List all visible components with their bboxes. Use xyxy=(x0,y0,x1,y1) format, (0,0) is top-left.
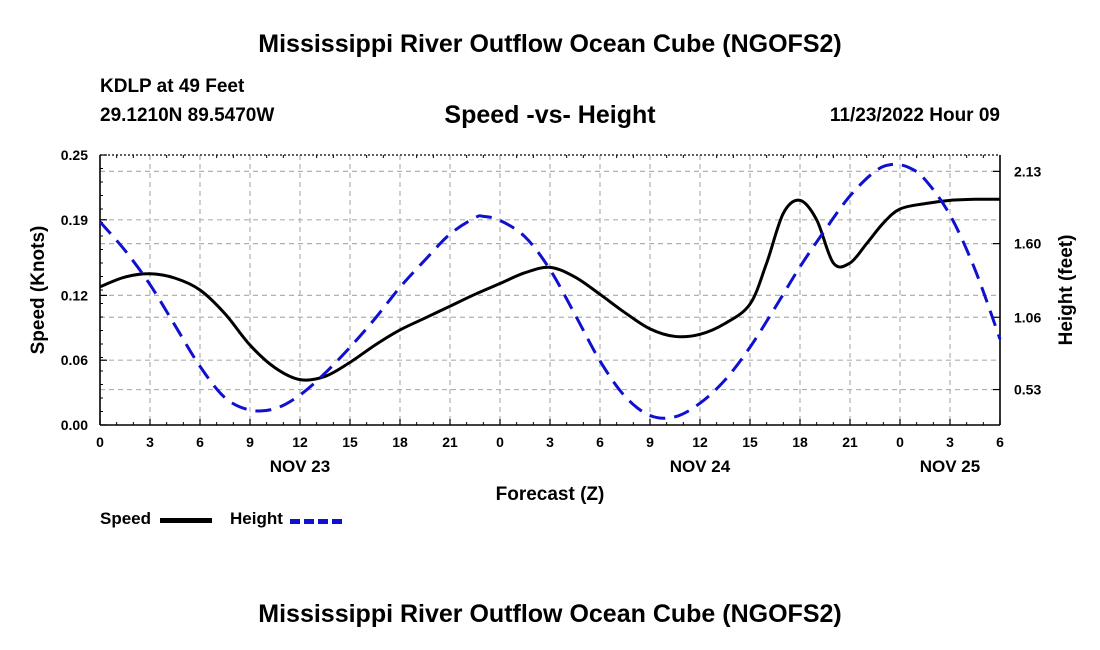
station-label: KDLP at 49 Feet xyxy=(100,76,245,97)
x-tick-label: 0 xyxy=(96,434,104,450)
x-tick-label: 3 xyxy=(146,434,154,450)
y-tick-label: 0.12 xyxy=(61,287,88,303)
grid-layer xyxy=(100,155,1000,425)
y-tick-label: 0.06 xyxy=(61,352,88,368)
x-tick-label: 15 xyxy=(742,434,758,450)
x-tick-label: 12 xyxy=(292,434,308,450)
station-coordinates: 29.1210N 89.5470W xyxy=(100,105,275,126)
labels-layer: Forecast (Z) Speed (Knots) Height (feet)… xyxy=(28,147,1077,505)
series-line-height xyxy=(98,162,1002,420)
x-tick-label: 21 xyxy=(842,434,858,450)
y-tick-label: 0.19 xyxy=(61,212,88,228)
y2-tick-label: 1.60 xyxy=(1014,236,1041,252)
y2-tick-label: 0.53 xyxy=(1014,382,1041,398)
x-tick-label: 18 xyxy=(392,434,408,450)
day-label: NOV 25 xyxy=(920,457,980,476)
legend-speed-swatch xyxy=(160,518,212,523)
x-tick-label: 0 xyxy=(896,434,904,450)
y2-tick-label: 2.13 xyxy=(1014,163,1041,179)
series-line-speed xyxy=(99,197,1001,382)
legend-height-swatch xyxy=(290,519,342,524)
y2-tick-label: 1.06 xyxy=(1014,309,1041,325)
x-tick-label: 6 xyxy=(596,434,604,450)
x-tick-label: 3 xyxy=(546,434,554,450)
legend-speed-label: Speed xyxy=(100,509,152,528)
chart-main-title: Mississippi River Outflow Ocean Cube (NG… xyxy=(258,30,842,58)
x-tick-label: 18 xyxy=(792,434,808,450)
x-tick-label: 6 xyxy=(196,434,204,450)
forecast-datetime: 11/23/2022 Hour 09 xyxy=(829,105,1000,126)
series-layer xyxy=(98,162,1002,420)
footer-title: Mississippi River Outflow Ocean Cube (NG… xyxy=(258,600,842,628)
axes-layer xyxy=(99,154,1001,426)
x-tick-label: 9 xyxy=(646,434,654,450)
y-axis-label-left: Speed (Knots) xyxy=(28,226,49,355)
day-label: NOV 24 xyxy=(670,457,731,476)
legend-height-label: Height xyxy=(230,509,283,528)
x-axis-label: Forecast (Z) xyxy=(496,484,605,505)
x-tick-label: 9 xyxy=(246,434,254,450)
x-tick-label: 12 xyxy=(692,434,708,450)
x-tick-label: 0 xyxy=(496,434,504,450)
y-tick-label: 0.00 xyxy=(61,417,88,433)
day-label: NOV 23 xyxy=(270,457,330,476)
x-tick-label: 6 xyxy=(996,434,1004,450)
x-tick-label: 3 xyxy=(946,434,954,450)
y-axis-label-right: Height (feet) xyxy=(1056,235,1077,346)
y-tick-label: 0.25 xyxy=(61,147,88,163)
x-tick-label: 15 xyxy=(342,434,358,450)
x-tick-label: 21 xyxy=(442,434,458,450)
chart-subtitle: Speed -vs- Height xyxy=(444,101,656,129)
